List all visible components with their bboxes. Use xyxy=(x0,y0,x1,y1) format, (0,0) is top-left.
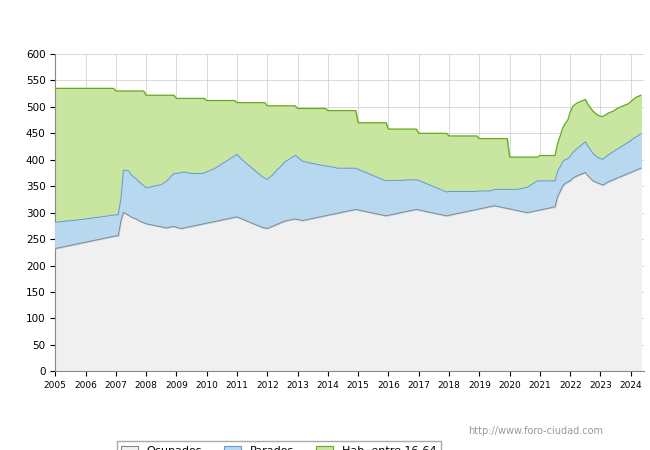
Text: Riego de la Vega - Evolucion de la poblacion en edad de Trabajar Mayo de 2024: Riego de la Vega - Evolucion de la pobla… xyxy=(33,16,617,31)
Text: http://www.foro-ciudad.com: http://www.foro-ciudad.com xyxy=(468,427,603,436)
Legend: Ocupados, Parados, Hab. entre 16-64: Ocupados, Parados, Hab. entre 16-64 xyxy=(116,441,441,450)
